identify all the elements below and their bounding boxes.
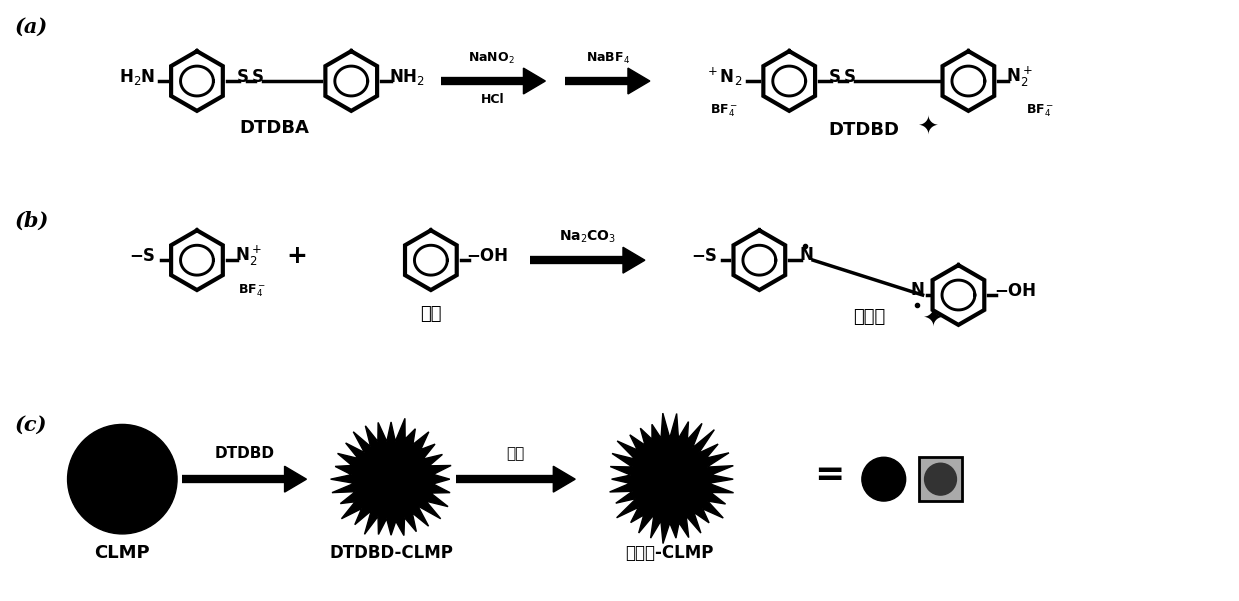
Text: DTDBA: DTDBA <box>239 119 309 137</box>
Text: 苯酚: 苯酚 <box>420 305 441 323</box>
Polygon shape <box>285 466 306 492</box>
Text: S: S <box>844 68 856 86</box>
Text: N: N <box>911 281 924 299</box>
Polygon shape <box>623 247 644 273</box>
Text: H$_2$N: H$_2$N <box>119 67 156 87</box>
Text: S: S <box>252 68 264 86</box>
Polygon shape <box>331 418 451 535</box>
Text: (a): (a) <box>15 16 48 36</box>
Text: +: + <box>286 244 307 268</box>
Text: BF$_4^-$: BF$_4^-$ <box>710 103 738 120</box>
Text: =: = <box>814 458 844 492</box>
Text: $^+$N$_2$: $^+$N$_2$ <box>705 66 742 88</box>
Text: Na$_2$CO$_3$: Na$_2$CO$_3$ <box>559 229 616 245</box>
Text: S: S <box>829 68 841 86</box>
Text: N: N <box>799 246 813 264</box>
Text: (c): (c) <box>15 415 47 435</box>
Text: BF$_4^-$: BF$_4^-$ <box>238 282 266 299</box>
Text: HCl: HCl <box>481 93 506 106</box>
Text: 偶氮苯: 偶氮苯 <box>852 308 885 326</box>
Text: NaBF$_4$: NaBF$_4$ <box>586 51 629 66</box>
Circle shape <box>633 442 706 516</box>
Text: −S: −S <box>691 247 717 265</box>
FancyBboxPatch shape <box>918 457 963 501</box>
Polygon shape <box>628 68 650 94</box>
Text: −S: −S <box>129 247 155 265</box>
Text: (b): (b) <box>15 210 50 230</box>
Polygon shape <box>523 68 545 94</box>
Text: ✦: ✦ <box>918 116 939 140</box>
Text: NaNO$_2$: NaNO$_2$ <box>468 51 514 66</box>
Text: 偶氮苯-CLMP: 偶氮苯-CLMP <box>626 544 714 562</box>
Text: DTDBD: DTDBD <box>829 121 900 139</box>
Text: −OH: −OH <box>994 282 1036 300</box>
Circle shape <box>862 457 906 501</box>
Text: 苯酚: 苯酚 <box>507 447 524 461</box>
Text: S: S <box>237 68 249 86</box>
Text: −OH: −OH <box>467 247 509 265</box>
Text: CLMP: CLMP <box>94 544 150 562</box>
Circle shape <box>924 463 957 495</box>
Circle shape <box>357 444 426 514</box>
Polygon shape <box>610 413 733 543</box>
Text: N$_2^+$: N$_2^+$ <box>1006 65 1033 89</box>
Text: DTDBD-CLMP: DTDBD-CLMP <box>330 544 453 562</box>
Polygon shape <box>554 466 575 492</box>
Text: NH$_2$: NH$_2$ <box>389 67 425 87</box>
Text: DTDBD: DTDBD <box>214 447 275 461</box>
Text: ✦: ✦ <box>923 308 944 332</box>
Text: BF$_4^-$: BF$_4^-$ <box>1026 103 1054 120</box>
Circle shape <box>68 424 177 534</box>
Text: N$_2^+$: N$_2^+$ <box>234 244 261 269</box>
